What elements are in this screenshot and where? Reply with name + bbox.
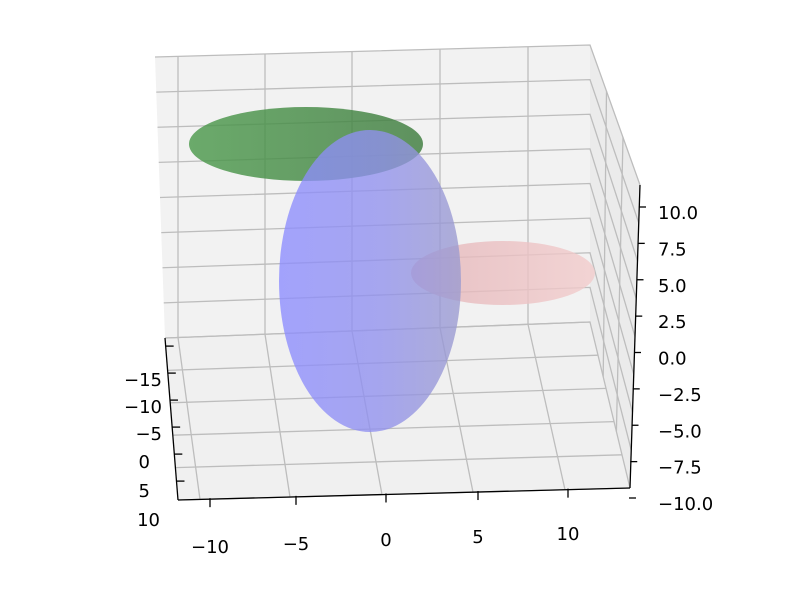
z-axis-line — [629, 184, 641, 489]
z-tick-label: 7.5 — [658, 239, 687, 260]
z-tick-label: −2.5 — [658, 385, 702, 406]
z-tick-label: 5.0 — [658, 276, 687, 297]
y-tick-label: 10 — [137, 510, 160, 531]
grid-line-y — [175, 454, 623, 469]
z-tick-label: 0.0 — [658, 349, 687, 370]
y-tick-label: 0 — [139, 452, 150, 473]
x-tick-label: 10 — [557, 524, 580, 545]
y-tick-label: 5 — [139, 481, 150, 502]
y-tick-labels: −15 −10 −5 0 5 10 — [124, 370, 162, 531]
z-tick-label: −7.5 — [658, 458, 702, 479]
ellipsoid-blue — [279, 130, 461, 432]
grid-line-y — [172, 420, 615, 436]
z-tick-label: 10.0 — [658, 203, 698, 224]
x-tick-label: −5 — [283, 534, 310, 555]
x-tick-labels: −10 −5 0 5 10 — [191, 524, 579, 558]
z-tick-label: −5.0 — [658, 421, 702, 442]
z-tick-label: −10.0 — [658, 494, 713, 515]
y-axis-line — [164, 337, 179, 501]
grid-line-side — [602, 91, 608, 377]
z-tick-label: 2.5 — [658, 312, 687, 333]
z-tick-labels: 10.0 7.5 5.0 2.5 0.0 −2.5 −5.0 −7.5 −10.0 — [658, 203, 713, 515]
x-tick-label: 0 — [380, 530, 391, 551]
y-tick-label: −15 — [124, 370, 162, 391]
x-tick-label: −10 — [191, 537, 229, 558]
x-tick-label: 5 — [472, 527, 483, 548]
y-tick-label: −10 — [124, 397, 162, 418]
tick-marks — [165, 206, 646, 508]
y-tick-label: −5 — [135, 424, 162, 445]
x-axis-line — [177, 487, 631, 501]
grid-line-side — [615, 137, 624, 432]
